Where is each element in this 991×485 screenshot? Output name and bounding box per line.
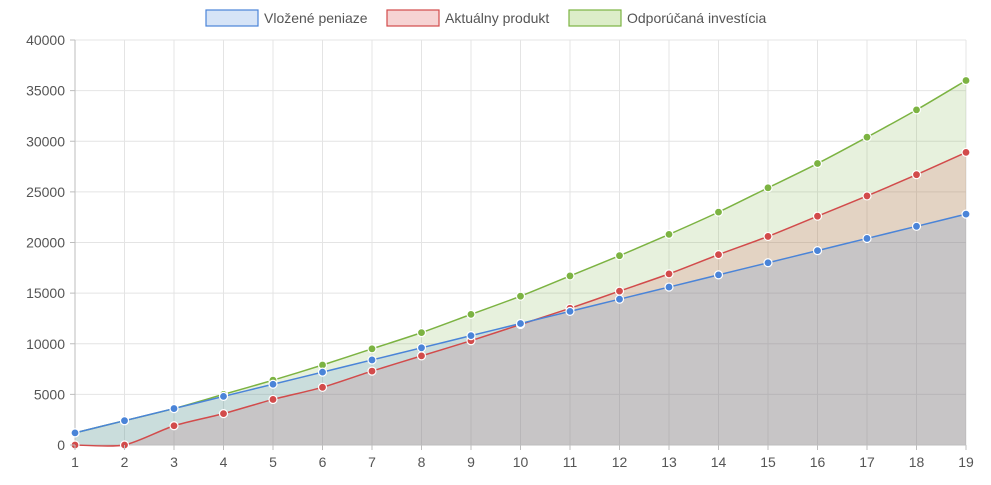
data-point bbox=[812, 158, 823, 169]
series-points bbox=[70, 75, 971, 450]
data-point bbox=[169, 403, 179, 414]
series-area-2 bbox=[75, 80, 966, 445]
data-point bbox=[367, 355, 377, 365]
data-point bbox=[416, 351, 427, 361]
x-tick-label: 1 bbox=[71, 454, 79, 470]
data-point bbox=[961, 75, 971, 86]
x-tick-label: 17 bbox=[859, 454, 875, 470]
data-point bbox=[664, 229, 674, 239]
y-tick-label: 20000 bbox=[26, 235, 65, 251]
data-point bbox=[961, 147, 971, 157]
data-point bbox=[911, 221, 922, 231]
data-point bbox=[862, 233, 872, 244]
x-tick-label: 9 bbox=[467, 454, 475, 470]
x-tick-label: 14 bbox=[711, 454, 727, 470]
data-point bbox=[664, 269, 674, 279]
data-point bbox=[466, 309, 476, 319]
y-tick-label: 30000 bbox=[26, 133, 65, 149]
data-point bbox=[664, 282, 674, 292]
x-tick-label: 10 bbox=[513, 454, 529, 470]
data-point bbox=[713, 207, 724, 217]
data-point bbox=[812, 211, 823, 221]
x-tick-label: 6 bbox=[319, 454, 327, 470]
y-tick-label: 25000 bbox=[26, 184, 65, 200]
data-point bbox=[614, 286, 625, 296]
data-point bbox=[713, 270, 724, 280]
data-point bbox=[416, 343, 427, 353]
data-point bbox=[416, 328, 427, 338]
data-point bbox=[961, 209, 971, 219]
data-point bbox=[268, 394, 278, 405]
data-point bbox=[614, 251, 625, 261]
data-point bbox=[70, 428, 80, 438]
data-point bbox=[862, 132, 872, 142]
x-tick-label: 12 bbox=[612, 454, 628, 470]
y-tick-label: 15000 bbox=[26, 285, 65, 301]
x-tick-label: 4 bbox=[220, 454, 228, 470]
legend-item-0[interactable]: Vložené peniaze bbox=[205, 9, 368, 27]
x-tick-label: 7 bbox=[368, 454, 376, 470]
data-point bbox=[763, 258, 773, 268]
series-area-1 bbox=[75, 152, 966, 447]
legend-swatch bbox=[386, 9, 440, 27]
data-point bbox=[268, 379, 278, 389]
data-point bbox=[565, 271, 575, 281]
data-point bbox=[317, 367, 328, 377]
data-point bbox=[218, 391, 229, 401]
y-tick-label: 5000 bbox=[34, 386, 65, 402]
legend-swatch bbox=[568, 9, 622, 27]
data-point bbox=[713, 250, 724, 260]
y-axis-ticks: 0 5000 10000 15000 20000 25000 30000 35000 40000 bbox=[26, 32, 75, 453]
y-tick-label: 40000 bbox=[26, 32, 65, 48]
data-point bbox=[169, 421, 179, 431]
data-point bbox=[317, 382, 328, 392]
y-tick-label: 0 bbox=[57, 437, 65, 453]
data-point bbox=[614, 294, 625, 304]
data-point bbox=[367, 344, 377, 354]
x-tick-label: 15 bbox=[760, 454, 776, 470]
data-point bbox=[218, 409, 229, 419]
legend-swatch bbox=[205, 9, 259, 27]
legend-label: Odporúčaná investícia bbox=[627, 10, 767, 26]
data-point bbox=[367, 366, 377, 376]
data-point bbox=[466, 331, 476, 341]
x-tick-label: 3 bbox=[170, 454, 178, 470]
x-tick-label: 2 bbox=[121, 454, 129, 470]
data-point bbox=[763, 231, 773, 242]
data-point bbox=[812, 246, 823, 256]
series-areas bbox=[75, 80, 966, 447]
data-point bbox=[763, 183, 773, 193]
x-tick-label: 5 bbox=[269, 454, 277, 470]
legend-label: Vložené peniaze bbox=[264, 10, 368, 26]
y-tick-label: 10000 bbox=[26, 336, 65, 352]
x-tick-label: 11 bbox=[563, 454, 578, 470]
legend-item-1[interactable]: Aktuálny produkt bbox=[386, 9, 549, 27]
y-tick-label: 35000 bbox=[26, 83, 65, 99]
x-tick-label: 18 bbox=[909, 454, 925, 470]
data-point bbox=[911, 105, 922, 115]
data-point bbox=[119, 416, 130, 426]
legend-label: Aktuálny produkt bbox=[445, 10, 549, 26]
data-point bbox=[515, 291, 526, 301]
x-tick-label: 8 bbox=[418, 454, 426, 470]
data-point bbox=[862, 191, 872, 201]
legend-item-2[interactable]: Odporúčaná investícia bbox=[568, 9, 767, 27]
data-point bbox=[565, 306, 575, 316]
x-tick-label: 16 bbox=[810, 454, 826, 470]
x-tick-label: 13 bbox=[661, 454, 677, 470]
data-point bbox=[515, 318, 526, 329]
series-area-0 bbox=[75, 214, 966, 445]
data-point bbox=[911, 170, 922, 180]
legend: Vložené peniaze Aktuálny produkt Odporúčan… bbox=[205, 9, 767, 27]
x-axis-ticks: 1 2 3 4 5 6 7 8 9 10 11 12 13 14 15 16 17 18 19 bbox=[71, 445, 974, 470]
x-tick-label: 19 bbox=[958, 454, 974, 470]
